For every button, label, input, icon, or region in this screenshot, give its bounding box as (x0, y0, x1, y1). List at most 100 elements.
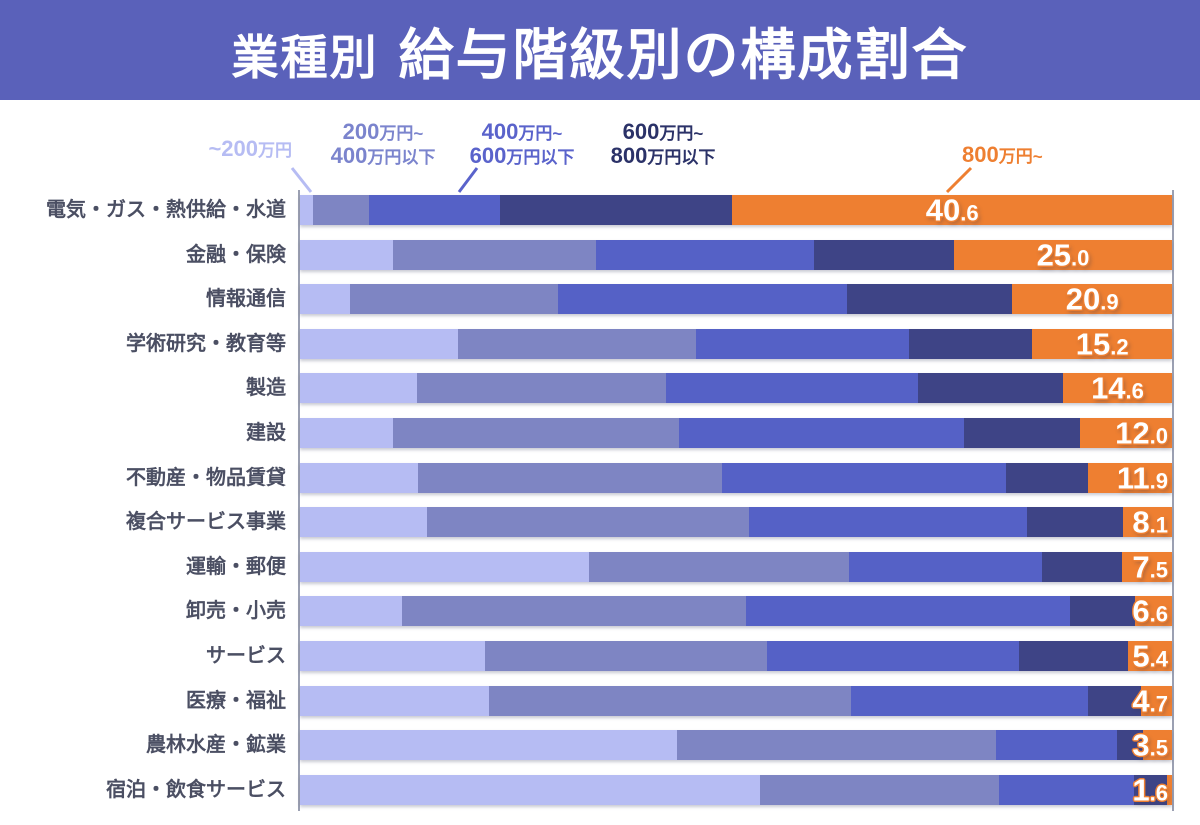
legend-item-label: 600万円以下 (469, 143, 575, 168)
axis-right-line (1172, 190, 1174, 811)
row-label: 金融・保険 (186, 243, 286, 266)
value-label: 3.5 (1132, 727, 1168, 763)
bar-segment-600-800 (1006, 462, 1089, 493)
page-banner: 業種別 給与階級別の構成割合 (0, 0, 1200, 100)
bar-segment-600-800 (813, 239, 954, 270)
table-row: 運輸・郵便 7.5 (0, 551, 1200, 582)
bar-segment-400-600 (666, 373, 919, 404)
table-row: 製造 14.6 (0, 373, 1200, 404)
bar-segment-600-800 (1027, 507, 1124, 538)
stacked-bar: 3.5 (300, 730, 1172, 761)
bar-segment-over-800: 8.1 (1123, 507, 1172, 538)
value-label: 15.2 (1075, 326, 1129, 362)
axis-left-line (298, 190, 300, 811)
bar-segment-200-400 (760, 774, 1000, 805)
bar-segment-400-600 (749, 507, 1028, 538)
bar-segment-over-800: 20.9 (1012, 281, 1172, 317)
table-row: 学術研究・教育等 15.2 (0, 326, 1200, 362)
bar-segment-under-200 (300, 551, 589, 582)
table-row: 金融・保険 25.0 (0, 239, 1200, 270)
bar-segment-600-800 (918, 373, 1063, 404)
value-label: 5.4 (1132, 638, 1168, 674)
stacked-bar: 20.9 (300, 281, 1172, 317)
legend-item-label: 200万円~ (342, 119, 424, 144)
value-label: 4.7 (1132, 683, 1168, 719)
value-label: 12.0 (1115, 415, 1168, 451)
bar-segment-under-200 (300, 239, 394, 270)
row-label: 医療・福祉 (186, 689, 286, 712)
legend: ~200万円 200万円~ 400万円以下 400万円~ 600万円以下 600万円~ 80… (0, 100, 1200, 195)
bar-segment-600-800 (964, 417, 1080, 448)
stacked-bar: 6.6 (300, 596, 1172, 627)
bar-segment-200-400 (457, 328, 696, 359)
bar-segment-under-200 (300, 730, 677, 761)
stacked-bar: 4.7 (300, 685, 1172, 716)
bar-segment-400-600 (766, 640, 1019, 671)
bar-segment-600-800 (499, 195, 733, 225)
bar-segment-200-400 (417, 462, 723, 493)
value-label: 11.9 (1116, 460, 1168, 496)
chart: 電気・ガス・熱供給・水道 40.6 金融・保険 25.0 情報通信 20.9 学術研究・教育… (0, 190, 1200, 811)
page-title: 業種別 給与階級別の構成割合 (231, 10, 968, 90)
value-label: 20.9 (1065, 281, 1119, 317)
bar-segment-400-600 (851, 685, 1089, 716)
bar-segment-under-200 (300, 195, 314, 225)
legend-item-label: 400万円~ (481, 119, 563, 144)
bar-segment-over-800: 14.6 (1062, 373, 1172, 404)
legend-leader-line-over-800 (945, 166, 973, 194)
bar-segment-600-800 (1088, 685, 1142, 716)
table-row: 卸売・小売 6.6 (0, 596, 1200, 627)
bar-segment-under-200 (300, 328, 458, 359)
stacked-bar: 1.6 (300, 774, 1172, 805)
bar-segment-200-400 (676, 730, 996, 761)
legend-leader-line-400-600 (457, 167, 479, 193)
legend-item-label: 400万円以下 (330, 143, 436, 168)
bar-segment-600-800 (908, 328, 1033, 359)
stacked-bar: 11.9 (300, 460, 1172, 496)
row-label: 建設 (246, 421, 286, 444)
legend-item-label: ~200万円 (208, 136, 292, 161)
bar-segment-600-800 (1069, 596, 1136, 627)
bar-segment-under-200 (300, 284, 350, 315)
bar-segment-over-800: 1.6 (1132, 774, 1172, 805)
table-row: 医療・福祉 4.7 (0, 685, 1200, 716)
chart-rows: 電気・ガス・熱供給・水道 40.6 金融・保険 25.0 情報通信 20.9 学術研究・教育… (0, 195, 1200, 805)
table-row: サービス 5.4 (0, 638, 1200, 674)
legend-leader-line-under-200 (290, 167, 313, 193)
row-label: 不動産・物品賃貸 (126, 466, 286, 489)
bar-segment-600-800 (1117, 730, 1144, 761)
table-row: 宿泊・飲食サービス 1.6 (0, 774, 1200, 805)
bar-segment-over-800: 6.6 (1132, 596, 1172, 627)
row-label: 卸売・小売 (186, 600, 286, 623)
bar-segment-over-800: 4.7 (1132, 685, 1172, 716)
legend-item-200-400: 200万円~ 400万円以下 (316, 121, 450, 169)
bar-segment-400-600 (849, 551, 1043, 582)
value-label: 1.6 (1132, 772, 1168, 808)
row-label: 宿泊・飲食サービス (106, 778, 286, 801)
row-label: 電気・ガス・熱供給・水道 (46, 199, 286, 221)
bar-segment-200-400 (489, 685, 852, 716)
bar-segment-200-400 (427, 507, 750, 538)
stacked-bar: 8.1 (300, 507, 1172, 538)
row-label: 農林水産・鉱業 (146, 734, 286, 757)
bar-segment-under-200 (300, 596, 403, 627)
bar-segment-200-400 (588, 551, 850, 582)
table-row: 不動産・物品賃貸 11.9 (0, 460, 1200, 496)
bar-segment-over-800: 3.5 (1132, 730, 1172, 761)
row-label: 運輸・郵便 (186, 555, 286, 578)
bar-segment-under-200 (300, 640, 485, 671)
bar-segment-400-600 (368, 195, 500, 225)
row-label: 複合サービス事業 (126, 511, 286, 534)
bar-segment-400-600 (679, 417, 965, 448)
bar-segment-400-600 (722, 462, 1007, 493)
bar-segment-under-200 (300, 417, 394, 448)
bar-segment-under-200 (300, 685, 490, 716)
bar-segment-200-400 (484, 640, 767, 671)
bar-segment-600-800 (1042, 551, 1123, 582)
bar-segment-400-600 (695, 328, 909, 359)
legend-item-over-800: 800万円~ (962, 144, 1043, 168)
bar-segment-600-800 (1018, 640, 1128, 671)
bar-segment-200-400 (393, 239, 596, 270)
table-row: 電気・ガス・熱供給・水道 40.6 (0, 195, 1200, 226)
bar-segment-400-600 (558, 284, 847, 315)
